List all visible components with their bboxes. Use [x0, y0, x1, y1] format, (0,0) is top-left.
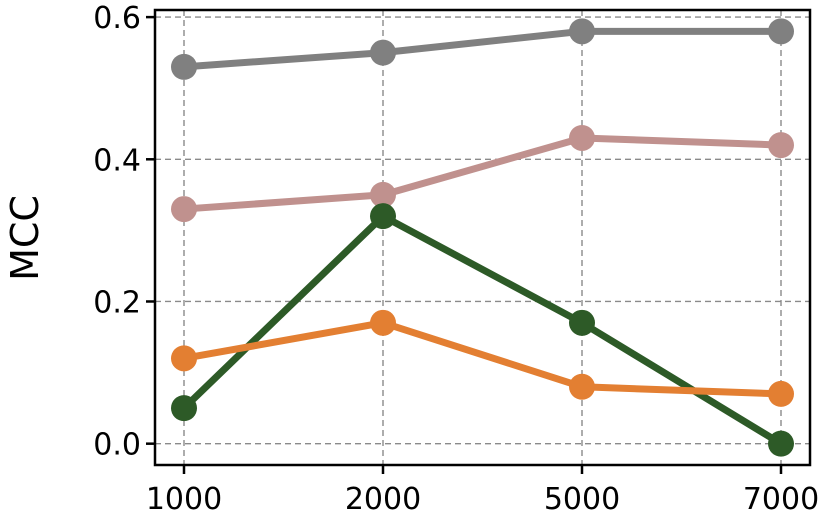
series-line [180, 319, 785, 398]
y-tick-label: 0.2 [93, 285, 141, 320]
data-point [370, 39, 396, 66]
x-tick-label: 5000 [544, 482, 620, 517]
axis-ticks: 1000 2000 5000 7000 0.0 0.2 0.4 0.6 [93, 1, 819, 517]
data-point [768, 430, 794, 457]
y-tick-label: 0.0 [93, 428, 141, 463]
series-2 [171, 124, 794, 223]
data-point [370, 309, 396, 336]
data-point [569, 309, 595, 336]
plot-frame [153, 8, 812, 467]
y-tick-label: 0.4 [93, 143, 141, 178]
data-point [768, 132, 794, 159]
grid-lines [155, 10, 810, 465]
series-layer [171, 18, 794, 457]
data-point [171, 395, 197, 422]
data-point [171, 196, 197, 223]
series-line [180, 27, 785, 71]
data-point [768, 18, 794, 45]
y-axis-title: MCC [3, 195, 47, 281]
x-tick-label: 7000 [743, 482, 819, 517]
data-point [171, 345, 197, 372]
x-tick-label: 2000 [345, 482, 421, 517]
data-point [569, 373, 595, 400]
series-line [180, 212, 785, 448]
y-tick-label: 0.6 [93, 1, 141, 36]
data-point [370, 203, 396, 230]
data-point [171, 53, 197, 80]
x-tick-label: 1000 [146, 482, 222, 517]
series-1 [171, 18, 794, 80]
series-3 [171, 203, 794, 457]
data-point [569, 124, 595, 151]
data-point [768, 380, 794, 407]
data-point [370, 181, 396, 208]
series-line [180, 134, 785, 213]
data-point [569, 18, 595, 45]
series-4 [171, 309, 794, 407]
